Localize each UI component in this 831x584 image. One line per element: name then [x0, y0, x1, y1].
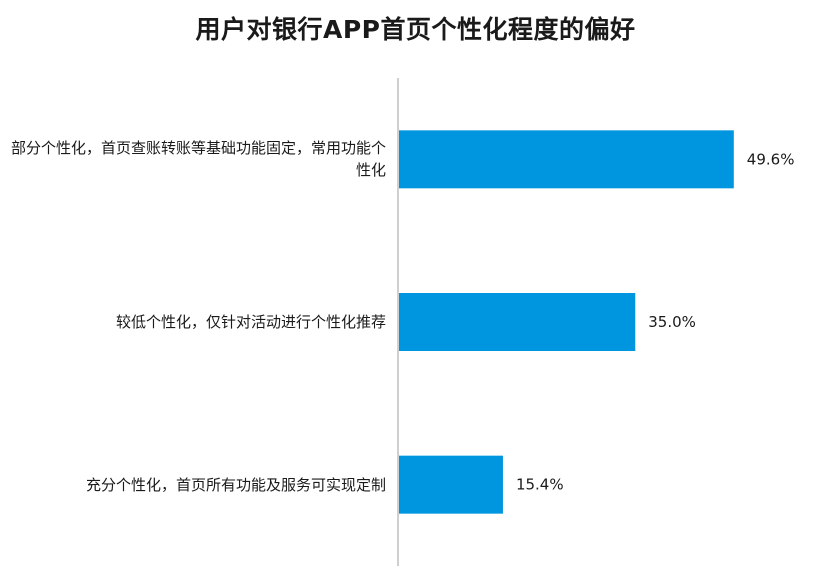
data-label-2: 15.4% — [516, 476, 564, 494]
bar-2 — [399, 455, 503, 514]
category-label-1: 较低个性化，仅针对活动进行个性化推荐 — [115, 313, 386, 331]
category-label-2: 充分个性化，首页所有功能及服务可实现定制 — [85, 475, 386, 494]
data-label-0: 49.6% — [747, 150, 795, 168]
chart-title: 用户对银行APP首页个性化程度的偏好 — [195, 15, 636, 44]
data-label-1: 35.0% — [648, 313, 696, 331]
bar-1 — [399, 293, 636, 351]
category-label-0: 部分个性化，首页查账转账等基础功能固定，常用功能个性化 — [10, 139, 386, 180]
bar-0 — [399, 130, 734, 189]
